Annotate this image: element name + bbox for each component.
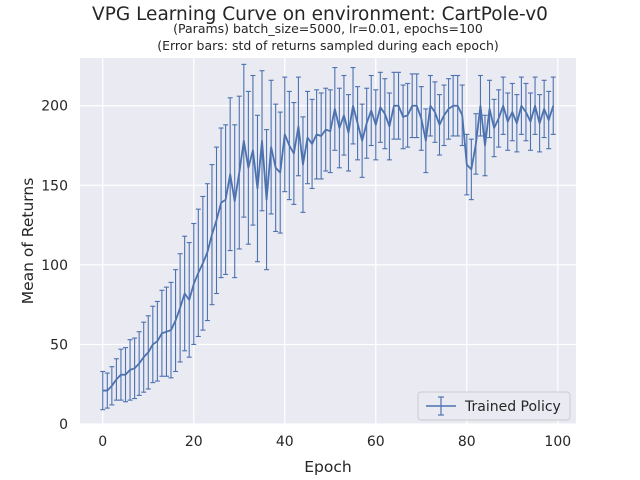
series-line-trained-policy — [102, 104, 555, 392]
y-tick-label: 100 — [41, 258, 68, 274]
error-bar — [550, 76, 556, 135]
x-tick-label: 20 — [185, 434, 203, 450]
y-tick-label: 0 — [59, 417, 68, 433]
y-tick-labels: 0 50 100 150 200 — [41, 99, 68, 433]
x-tick-label: 0 — [98, 434, 107, 450]
plot-area — [80, 58, 576, 424]
y-axis-label: Mean of Returns — [19, 178, 37, 305]
chart-subtitle-line-1: (Params) batch_size=5000, lr=0.01, epoch… — [173, 21, 483, 36]
chart-subtitle-line-2: (Error bars: std of returns sampled duri… — [157, 38, 499, 53]
legend-box — [417, 391, 571, 421]
x-tick-label: 40 — [276, 434, 294, 450]
legend-entry-trained-policy: Trained Policy — [464, 399, 561, 415]
x-tick-label: 100 — [544, 434, 571, 450]
y-tick-label: 50 — [50, 337, 68, 353]
legend: Trained Policy — [417, 391, 571, 421]
gridlines — [80, 58, 576, 425]
x-tick-labels: 0 20 40 60 80 100 — [98, 434, 571, 450]
x-tick-label: 80 — [458, 434, 476, 450]
x-tick-label: 60 — [367, 434, 385, 450]
chart-title: VPG Learning Curve on environment: CartP… — [92, 4, 548, 25]
x-axis-label: Epoch — [304, 458, 351, 476]
y-tick-label: 200 — [41, 99, 68, 115]
y-tick-label: 150 — [41, 178, 68, 194]
series-line-group — [102, 104, 555, 392]
